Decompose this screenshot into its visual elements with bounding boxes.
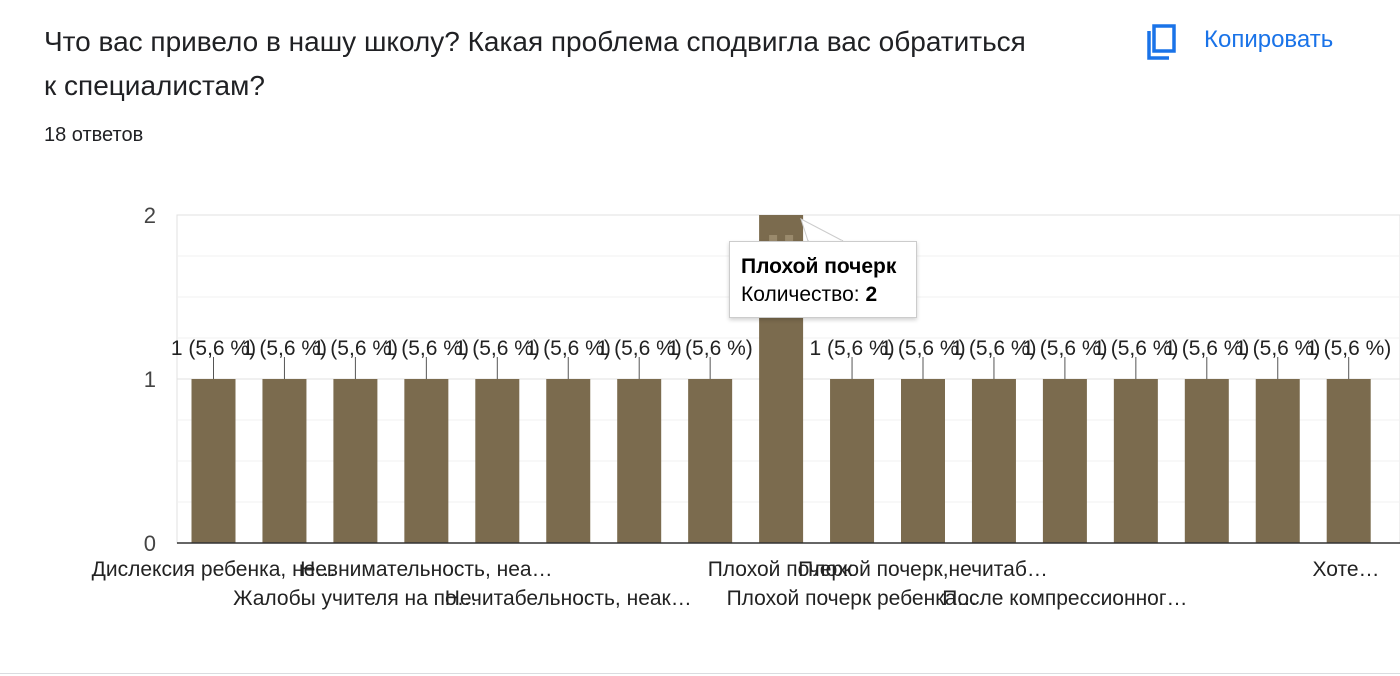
x-category-label: Хоте… — [1312, 558, 1379, 581]
data-label: 1 (5,6 %) — [455, 337, 540, 360]
bar — [262, 379, 307, 543]
y-tick-label: 0 — [144, 531, 156, 556]
bar — [1184, 379, 1229, 543]
tooltip-row: Количество: 2 — [741, 281, 916, 309]
data-label: 1 (5,6 %) — [1306, 337, 1391, 360]
bar — [1113, 379, 1158, 543]
bar — [971, 379, 1016, 543]
data-label: 1 (5,6 %) — [171, 337, 256, 360]
data-label: 1 (5,6 %) — [1093, 337, 1178, 360]
x-category-label: Плохой почерк,нечитаб… — [798, 558, 1048, 581]
bar — [191, 379, 236, 543]
tooltip-title: Плохой почерк — [741, 255, 897, 278]
data-label: 1 (5,6 %) — [1164, 337, 1249, 360]
bar — [404, 379, 449, 543]
data-label: 1 (5,6 %) — [526, 337, 611, 360]
chart-tooltip: Плохой почерк Количество: 2 — [729, 241, 917, 318]
hover-mark — [785, 235, 794, 241]
x-category-label: После компрессионног… — [942, 587, 1187, 610]
data-label: 1 (5,6 %) — [313, 337, 398, 360]
answers-count: 18 ответов — [44, 124, 144, 146]
x-category-label: Плохой почерк ребенка… — [727, 587, 978, 610]
data-label: 1 (5,6 %) — [951, 337, 1036, 360]
bar — [333, 379, 378, 543]
data-label: 1 (5,6 %) — [384, 337, 469, 360]
copy-button[interactable]: Копировать — [1146, 18, 1333, 62]
data-label: 1 (5,6 %) — [809, 337, 894, 360]
x-category-label: Нечитабельность, неак… — [445, 587, 692, 610]
bar — [830, 379, 875, 543]
data-label: 1 (5,6 %) — [242, 337, 327, 360]
data-label: 1 (5,6 %) — [1235, 337, 1320, 360]
bar — [688, 379, 733, 543]
bar — [901, 379, 945, 543]
data-label: 1 (5,6 %) — [1022, 337, 1107, 360]
data-label: 1 (5,6 %) — [668, 337, 753, 360]
copy-icon — [1147, 24, 1176, 60]
x-category-label: Невнимательность, неа… — [300, 558, 553, 581]
data-label: 1 (5,6 %) — [880, 337, 965, 360]
x-category-label: Плохой почерк — [708, 558, 853, 581]
bar — [475, 379, 520, 543]
x-category-label: Дислексия ребенка, не… — [92, 558, 337, 581]
question-title: Что вас привело в нашу школу? Какая проб… — [44, 26, 1026, 101]
y-tick-label: 2 — [144, 203, 156, 228]
hover-mark — [769, 235, 778, 241]
bar — [546, 379, 591, 543]
data-label: 1 (5,6 %) — [597, 337, 682, 360]
bar — [1255, 379, 1300, 543]
bar — [617, 379, 662, 543]
tooltip-count-label: Количество: — [741, 283, 860, 306]
bar — [1042, 379, 1087, 543]
y-tick-label: 1 — [144, 367, 156, 392]
copy-button-label: Копировать — [1204, 26, 1334, 53]
tooltip-count-value: 2 — [865, 283, 878, 306]
bar — [1326, 379, 1371, 543]
x-category-label: Жалобы учителя на по… — [233, 587, 478, 610]
